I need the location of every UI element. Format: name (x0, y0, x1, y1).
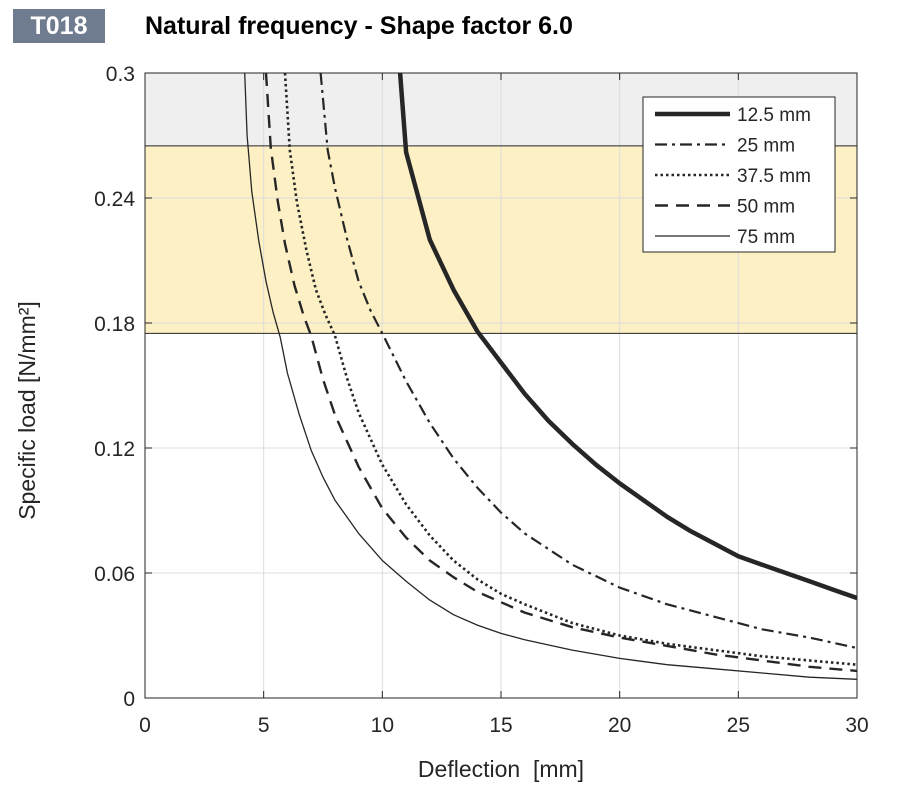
legend: 12.5 mm 25 mm 37.5 mm 50 mm 75 mm (642, 96, 836, 253)
x-tick-label-0: 0 (139, 714, 151, 737)
y-tick-label-1: 0.06 (94, 563, 135, 586)
series-line-2 (283, 73, 857, 666)
legend-label-1: 25 mm (737, 136, 795, 157)
x-tick-label-3: 15 (489, 714, 512, 737)
legend-label-0: 12.5 mm (737, 105, 811, 126)
x-tick-label-6: 30 (845, 714, 868, 737)
y-tick-label-5: 0.3 (106, 63, 135, 86)
y-tick-label-2: 0.12 (94, 438, 135, 461)
axis-ticks: 0 5 10 15 20 25 30 0 0.06 0.12 0.18 0.24 0.3 (94, 63, 869, 737)
x-tick-label-5: 25 (727, 714, 750, 737)
series-line-0 (397, 73, 857, 601)
series-line-1 (319, 73, 857, 650)
series-line-3 (264, 73, 857, 673)
legend-label-4: 75 mm (737, 227, 795, 248)
x-tick-label-2: 10 (371, 714, 394, 737)
y-tick-label-4: 0.24 (94, 188, 135, 211)
legend-box (642, 96, 836, 253)
x-tick-label-1: 5 (258, 714, 270, 737)
series-line-4 (244, 73, 857, 680)
chart-title: Natural frequency - Shape factor 6.0 (145, 12, 573, 40)
series-lines (244, 73, 857, 680)
y-tick-label-0: 0 (123, 688, 135, 711)
y-axis-label: Specific load [N/mm²] (14, 301, 40, 520)
chart-id-badge: T018 (13, 9, 105, 43)
x-axis-label: Deflection [mm] (418, 756, 584, 782)
y-tick-label-3: 0.18 (94, 313, 135, 336)
legend-label-2: 37.5 mm (737, 166, 811, 187)
legend-label-3: 50 mm (737, 197, 795, 218)
x-tick-label-4: 20 (608, 714, 631, 737)
